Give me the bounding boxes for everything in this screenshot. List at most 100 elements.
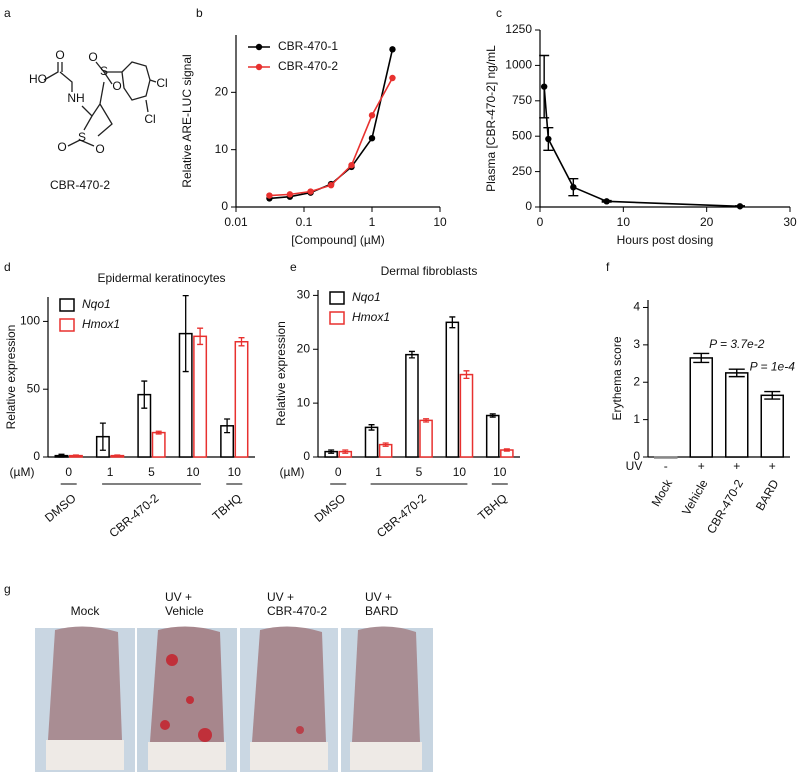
mouse [150, 626, 224, 748]
data-point [389, 46, 396, 53]
x-tick-label: BARD [753, 477, 782, 513]
y-tick-label: 1 [633, 412, 640, 426]
unit-label: (µM) [280, 465, 305, 479]
y-tick-label: 1000 [505, 58, 532, 72]
data-point [540, 83, 548, 90]
x-tick-label: 5 [148, 465, 155, 479]
annotation: P = 1e-4 [750, 359, 796, 373]
lesion [186, 696, 194, 704]
y-tick-label: 10 [215, 142, 229, 156]
data-point [736, 203, 744, 210]
lesion [166, 654, 178, 666]
panel-label: g [4, 582, 11, 596]
y-tick-label: 0 [303, 449, 310, 463]
data-point [570, 183, 577, 191]
y-tick-label: 50 [27, 381, 41, 395]
group-label: TBHQ [475, 491, 510, 523]
error-bar [224, 418, 231, 434]
x-tick-label: 1 [375, 465, 382, 479]
legend-label: CBR-470-2 [278, 59, 338, 73]
y-tick-label: 500 [512, 128, 532, 142]
panel-label: d [4, 260, 11, 274]
unit-label: (µM) [10, 465, 35, 479]
bar [151, 431, 166, 458]
y-tick-label: 100 [20, 314, 40, 328]
panel-label: b [196, 6, 203, 20]
error-bar [693, 352, 710, 364]
y-tick-label: 750 [512, 93, 532, 107]
x-tick-label: 0 [335, 465, 342, 479]
error-bar [182, 294, 189, 373]
atom-label: O [112, 79, 121, 93]
y-tick-label: 0 [633, 449, 640, 463]
legend-swatch [329, 311, 345, 325]
panel-label: a [4, 6, 11, 20]
x-tick-label: 0.01 [224, 215, 248, 229]
legend-label: Hmox1 [352, 310, 390, 324]
error-bar [58, 453, 65, 458]
group-label: DMSO [312, 491, 349, 525]
panel-label: e [290, 260, 297, 274]
legend-label: Nqo1 [82, 297, 111, 311]
data-point [545, 135, 552, 143]
atom-label: O [95, 142, 104, 156]
cloth [350, 742, 422, 770]
y-tick-label: 1250 [505, 22, 532, 36]
x-tick-label: 10 [186, 465, 200, 479]
bar [419, 419, 433, 458]
error-bar [489, 413, 496, 418]
bar [485, 414, 500, 458]
x-tick-label: 30 [783, 215, 797, 229]
error-bar [328, 449, 335, 454]
x-tick-label: Vehicle [679, 477, 711, 518]
data-point [327, 182, 335, 189]
mouse [48, 626, 122, 746]
error-bar [382, 442, 389, 447]
x-tick-label: 0.1 [296, 215, 313, 229]
atom-label: NH [67, 91, 84, 105]
data-point [368, 112, 376, 119]
bar [405, 353, 419, 458]
data-point [603, 198, 610, 205]
chart-title: Dermal fibroblasts [381, 264, 478, 278]
x-tick-label: 20 [700, 215, 714, 229]
chemical-structure [43, 61, 157, 147]
y-axis-label: Plasma [CBR-470-2] ng/mL [484, 45, 498, 192]
error-bar [99, 422, 106, 451]
compound-name: CBR-470-2 [50, 178, 110, 192]
data-point [348, 161, 355, 169]
x-tick-label: 10 [433, 215, 447, 229]
x-axis-label: [Compound] (µM) [291, 233, 385, 247]
x-tick-label: Mock [649, 476, 676, 509]
legend-label: Nqo1 [352, 290, 381, 304]
x-tick-label: 10 [617, 215, 631, 229]
photo-label: UV + [267, 590, 294, 604]
y-tick-label: 30 [297, 288, 311, 302]
panel-label: c [496, 6, 502, 20]
atom-label: O [88, 50, 97, 64]
legend-marker [255, 43, 263, 51]
legend-label: Hmox1 [82, 317, 120, 331]
error-bar [408, 350, 415, 359]
group-label: CBR-470-2 [374, 491, 429, 541]
data-point [389, 74, 396, 82]
error-bar [503, 448, 510, 452]
error-bar [449, 316, 456, 329]
data-point [286, 191, 294, 198]
atom-label: O [55, 48, 64, 62]
y-tick-label: 250 [512, 164, 532, 178]
y-axis-label: Relative ARE-LUC signal [180, 54, 194, 187]
atom-label: S [78, 130, 86, 144]
bar [653, 456, 678, 459]
legend-swatch [59, 318, 75, 332]
x-tick-label: 10 [493, 465, 507, 479]
y-tick-label: 0 [525, 199, 532, 213]
y-tick-label: 3 [633, 337, 640, 351]
data-point [266, 192, 273, 199]
error-bar [423, 418, 430, 423]
bar [364, 426, 379, 458]
photo-label: UV + [365, 590, 392, 604]
y-axis-label: Relative expression [4, 325, 18, 430]
group-label: CBR-470-2 [106, 491, 161, 541]
